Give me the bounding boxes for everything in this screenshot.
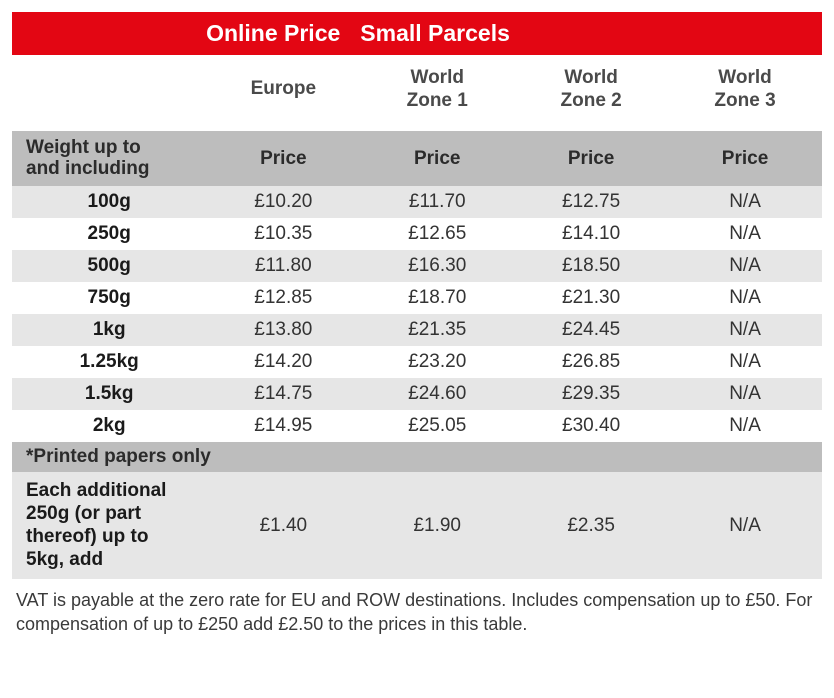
printed-papers-note: *Printed papers only — [12, 442, 822, 472]
price-header-2: Price — [360, 131, 514, 187]
price-world1: £11.70 — [360, 186, 514, 218]
zone-header-row: Europe WorldZone 1 WorldZone 2 WorldZone… — [12, 55, 822, 131]
additional-price-row: Each additional250g (or partthereof) up … — [12, 472, 822, 579]
additional-world3: N/A — [668, 472, 822, 579]
table-row: 750g£12.85£18.70£21.30N/A — [12, 282, 822, 314]
price-header-1: Price — [206, 131, 360, 187]
price-world2: £21.30 — [514, 282, 668, 314]
price-world3: N/A — [668, 250, 822, 282]
additional-world1: £1.90 — [360, 472, 514, 579]
price-europe: £13.80 — [206, 314, 360, 346]
price-world2: £14.10 — [514, 218, 668, 250]
price-world3: N/A — [668, 346, 822, 378]
price-world1: £24.60 — [360, 378, 514, 410]
title-left: Online Price — [12, 12, 360, 55]
additional-label: Each additional250g (or partthereof) up … — [12, 472, 206, 579]
price-world3: N/A — [668, 282, 822, 314]
table-row: 1kg£13.80£21.35£24.45N/A — [12, 314, 822, 346]
weight-cell: 500g — [12, 250, 206, 282]
price-world2: £12.75 — [514, 186, 668, 218]
price-world2: £29.35 — [514, 378, 668, 410]
price-world1: £12.65 — [360, 218, 514, 250]
table-row: 100g£10.20£11.70£12.75N/A — [12, 186, 822, 218]
price-world2: £30.40 — [514, 410, 668, 442]
price-europe: £10.35 — [206, 218, 360, 250]
weight-cell: 1kg — [12, 314, 206, 346]
price-world2: £18.50 — [514, 250, 668, 282]
weight-cell: 1.25kg — [12, 346, 206, 378]
price-world2: £24.45 — [514, 314, 668, 346]
price-world1: £25.05 — [360, 410, 514, 442]
title-right: Small Parcels — [360, 12, 822, 55]
price-europe: £10.20 — [206, 186, 360, 218]
weight-cell: 100g — [12, 186, 206, 218]
zone-world3: WorldZone 3 — [668, 55, 822, 131]
zone-blank — [12, 55, 206, 131]
price-world3: N/A — [668, 410, 822, 442]
price-europe: £12.85 — [206, 282, 360, 314]
price-world1: £18.70 — [360, 282, 514, 314]
weight-header: Weight up toand including — [12, 131, 206, 187]
price-europe: £14.95 — [206, 410, 360, 442]
pricing-table-container: Online Price Small Parcels Europe WorldZ… — [12, 12, 822, 636]
table-row: 250g£10.35£12.65£14.10N/A — [12, 218, 822, 250]
price-world3: N/A — [668, 314, 822, 346]
weight-cell: 2kg — [12, 410, 206, 442]
price-world3: N/A — [668, 186, 822, 218]
table-row: 500g£11.80£16.30£18.50N/A — [12, 250, 822, 282]
price-europe: £14.75 — [206, 378, 360, 410]
weight-cell: 750g — [12, 282, 206, 314]
price-world1: £23.20 — [360, 346, 514, 378]
table-row: 1.25kg£14.20£23.20£26.85N/A — [12, 346, 822, 378]
zone-world1: WorldZone 1 — [360, 55, 514, 131]
table-row: 1.5kg£14.75£24.60£29.35N/A — [12, 378, 822, 410]
title-row: Online Price Small Parcels — [12, 12, 822, 55]
zone-world2: WorldZone 2 — [514, 55, 668, 131]
zone-europe: Europe — [206, 55, 360, 131]
additional-europe: £1.40 — [206, 472, 360, 579]
price-world1: £21.35 — [360, 314, 514, 346]
additional-world2: £2.35 — [514, 472, 668, 579]
price-europe: £14.20 — [206, 346, 360, 378]
price-world3: N/A — [668, 218, 822, 250]
weight-cell: 1.5kg — [12, 378, 206, 410]
weight-cell: 250g — [12, 218, 206, 250]
printed-papers-note-row: *Printed papers only — [12, 442, 822, 472]
price-europe: £11.80 — [206, 250, 360, 282]
price-world3: N/A — [668, 378, 822, 410]
table-row: 2kg£14.95£25.05£30.40N/A — [12, 410, 822, 442]
pricing-table: Online Price Small Parcels Europe WorldZ… — [12, 12, 822, 579]
price-world1: £16.30 — [360, 250, 514, 282]
price-header-4: Price — [668, 131, 822, 187]
column-header-row: Weight up toand including Price Price Pr… — [12, 131, 822, 187]
vat-footnote: VAT is payable at the zero rate for EU a… — [12, 579, 822, 636]
price-header-3: Price — [514, 131, 668, 187]
price-world2: £26.85 — [514, 346, 668, 378]
